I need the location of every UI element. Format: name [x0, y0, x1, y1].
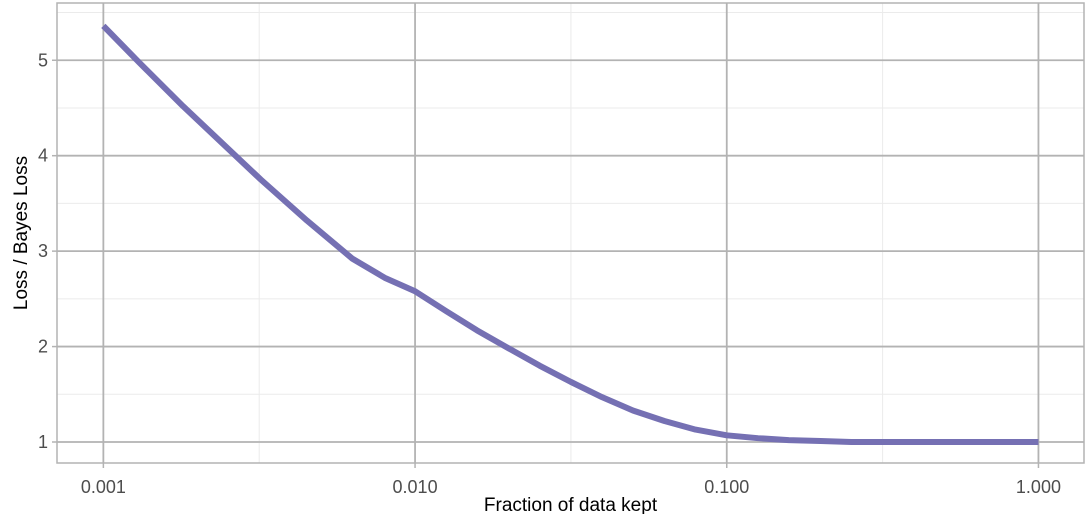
x-tick-label: 0.010: [393, 477, 438, 497]
minor-grid: [57, 3, 1084, 463]
y-tick-label: 5: [38, 50, 48, 70]
series-line: [101, 23, 1039, 445]
y-axis-title: Loss / Bayes Loss: [11, 156, 32, 310]
x-axis: 0.001 0.010 0.100 1.000: [81, 463, 1061, 497]
y-tick-label: 1: [38, 432, 48, 452]
y-tick-label: 4: [38, 146, 48, 166]
x-tick-label: 0.001: [81, 477, 126, 497]
x-axis-title: Fraction of data kept: [484, 495, 658, 514]
x-tick-label: 1.000: [1016, 477, 1061, 497]
x-tick-label: 0.100: [704, 477, 749, 497]
panel-border: [56, 2, 1085, 464]
y-tick-label: 2: [38, 337, 48, 357]
y-axis: 1 2 3 4 5: [38, 50, 57, 452]
y-tick-label: 3: [38, 241, 48, 261]
